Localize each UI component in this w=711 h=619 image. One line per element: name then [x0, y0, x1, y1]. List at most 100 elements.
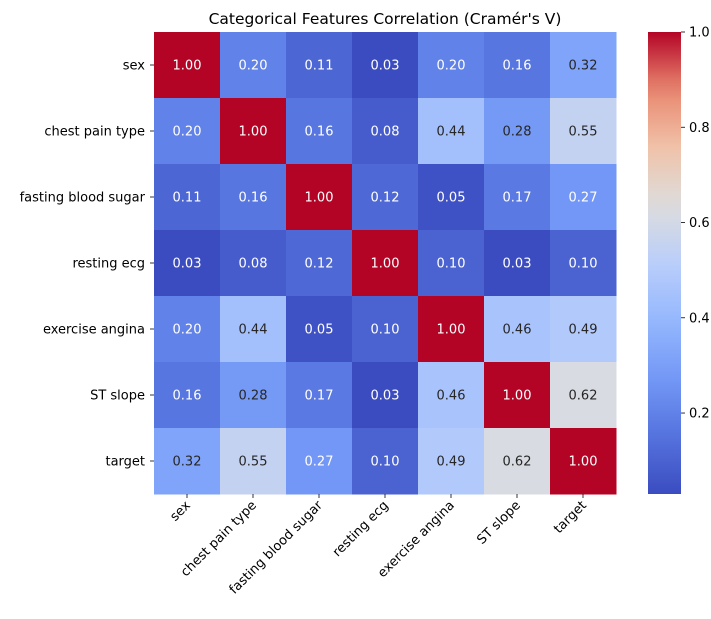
heatmap-cell: [550, 296, 617, 363]
heatmap-cell: [484, 296, 551, 363]
cell-value-label: 0.28: [239, 389, 268, 404]
heatmap-cell: [154, 32, 221, 99]
cell-value-label: 0.03: [371, 59, 400, 74]
cell-value-label: 0.44: [437, 125, 466, 140]
heatmap-cell: [286, 164, 353, 231]
cell-value-label: 1.00: [371, 257, 400, 272]
heatmap-cell: [286, 428, 353, 495]
heatmap-cell: [286, 362, 353, 429]
x-tick-label: target: [551, 498, 590, 537]
heatmap-cell: [154, 428, 221, 495]
heatmap-cell: [154, 296, 221, 363]
colorbar: 0.2 0.4 0.6 0.8 1.0: [648, 26, 710, 494]
heatmap-cell: [352, 428, 419, 495]
heatmap-cell: [484, 428, 551, 495]
heatmap-cell: [286, 32, 353, 99]
heatmap-cell: [418, 296, 485, 363]
colorbar-tick-label: 0.2: [689, 407, 710, 422]
y-tick-label: fasting blood sugar: [20, 191, 146, 206]
x-tick-label: resting ecg: [330, 498, 392, 560]
cell-value-label: 0.62: [569, 389, 598, 404]
heatmap-cell: [550, 230, 617, 297]
heatmap-cell: [154, 230, 221, 297]
cell-value-label: 0.20: [437, 59, 466, 74]
cell-value-label: 0.08: [239, 257, 268, 272]
cell-value-label: 0.03: [503, 257, 532, 272]
cell-value-label: 0.20: [239, 59, 268, 74]
heatmap-cell: [220, 362, 287, 429]
heatmap-cell: [484, 230, 551, 297]
cell-value-label: 0.16: [305, 125, 334, 140]
cell-value-label: 0.27: [305, 455, 334, 470]
cell-value-label: 0.12: [371, 191, 400, 206]
cell-value-label: 0.11: [173, 191, 202, 206]
heatmap-cell: [352, 362, 419, 429]
y-tick-label: chest pain type: [44, 125, 145, 140]
cell-value-label: 0.49: [437, 455, 466, 470]
cell-value-label: 0.05: [437, 191, 466, 206]
heatmap-cell: [220, 296, 287, 363]
cell-value-label: 1.00: [239, 125, 268, 140]
heatmap-cell: [154, 362, 221, 429]
cell-value-label: 0.03: [173, 257, 202, 272]
heatmap-cell: [154, 98, 221, 165]
cell-value-label: 0.44: [239, 323, 268, 338]
heatmap-cell: [352, 230, 419, 297]
colorbar-gradient: [648, 32, 681, 494]
heatmap-cell: [352, 32, 419, 99]
cell-value-label: 0.28: [503, 125, 532, 140]
heatmap-cell: [550, 362, 617, 429]
x-tick-label: sex: [167, 498, 194, 525]
cell-value-label: 0.32: [173, 455, 202, 470]
heatmap-cell: [286, 98, 353, 165]
cell-value-label: 0.10: [371, 323, 400, 338]
heatmap-cell: [220, 230, 287, 297]
cell-value-label: 0.10: [569, 257, 598, 272]
y-tick-label: exercise angina: [43, 323, 145, 338]
cell-value-label: 0.16: [503, 59, 532, 74]
cell-value-label: 0.46: [503, 323, 532, 338]
y-tick-label: resting ecg: [72, 257, 145, 272]
heatmap-cell: [484, 32, 551, 99]
heatmap-cell: [154, 164, 221, 231]
cell-value-label: 1.00: [305, 191, 334, 206]
cell-value-label: 0.46: [437, 389, 466, 404]
x-tick-label: ST slope: [474, 498, 523, 547]
cell-value-label: 0.62: [503, 455, 532, 470]
heatmap-cell: [418, 230, 485, 297]
heatmap-cell: [352, 164, 419, 231]
cell-value-label: 0.12: [305, 257, 334, 272]
heatmap-cell: [418, 164, 485, 231]
heatmap-cells: [154, 32, 617, 495]
cell-value-label: 0.27: [569, 191, 598, 206]
heatmap-cell-labels: 1.00 0.20 0.11 0.03 0.20 0.16 0.32 0.20 1.00 0.16…: [173, 59, 598, 470]
heatmap-cell: [352, 98, 419, 165]
cell-value-label: 0.17: [503, 191, 532, 206]
cell-value-label: 1.00: [503, 389, 532, 404]
heatmap-cell: [550, 164, 617, 231]
y-axis: sex chest pain type fasting blood sugar res…: [20, 59, 154, 470]
heatmap-cell: [418, 98, 485, 165]
cell-value-label: 0.10: [371, 455, 400, 470]
heatmap-cell: [484, 362, 551, 429]
cell-value-label: 0.10: [437, 257, 466, 272]
cell-value-label: 1.00: [437, 323, 466, 338]
heatmap-cell: [220, 164, 287, 231]
heatmap-cell: [286, 296, 353, 363]
chart-title: Categorical Features Correlation (Cramér…: [209, 10, 562, 28]
cell-value-label: 0.08: [371, 125, 400, 140]
cell-value-label: 0.20: [173, 323, 202, 338]
heatmap-cell: [550, 32, 617, 99]
heatmap-cell: [550, 428, 617, 495]
colorbar-tick-label: 1.0: [689, 26, 710, 41]
cell-value-label: 0.49: [569, 323, 598, 338]
heatmap-cell: [220, 428, 287, 495]
heatmap-cell: [418, 362, 485, 429]
cell-value-label: 0.20: [173, 125, 202, 140]
cell-value-label: 0.03: [371, 389, 400, 404]
cell-value-label: 1.00: [173, 59, 202, 74]
heatmap-cell: [484, 164, 551, 231]
cell-value-label: 1.00: [569, 455, 598, 470]
